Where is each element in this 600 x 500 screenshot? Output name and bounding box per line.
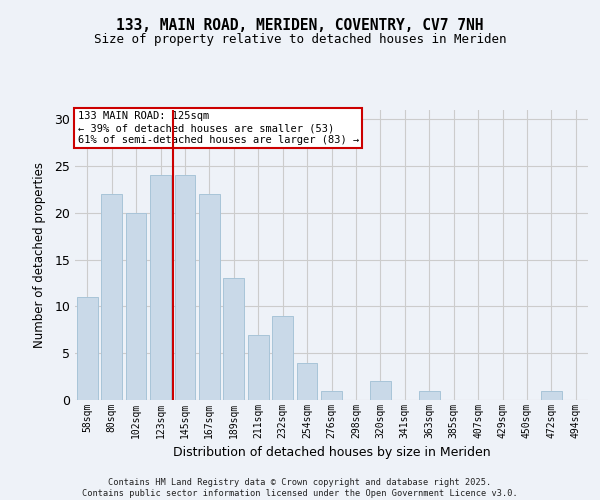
Bar — [77, 297, 98, 400]
Bar — [125, 213, 146, 400]
Y-axis label: Number of detached properties: Number of detached properties — [33, 162, 46, 348]
X-axis label: Distribution of detached houses by size in Meriden: Distribution of detached houses by size … — [173, 446, 490, 460]
Bar — [175, 176, 196, 400]
Bar — [296, 362, 317, 400]
Bar — [223, 278, 244, 400]
Text: 133 MAIN ROAD: 125sqm
← 39% of detached houses are smaller (53)
61% of semi-deta: 133 MAIN ROAD: 125sqm ← 39% of detached … — [77, 112, 359, 144]
Bar — [150, 176, 171, 400]
Text: 133, MAIN ROAD, MERIDEN, COVENTRY, CV7 7NH: 133, MAIN ROAD, MERIDEN, COVENTRY, CV7 7… — [116, 18, 484, 32]
Bar — [199, 194, 220, 400]
Bar — [370, 382, 391, 400]
Text: Size of property relative to detached houses in Meriden: Size of property relative to detached ho… — [94, 32, 506, 46]
Bar — [101, 194, 122, 400]
Bar — [321, 390, 342, 400]
Text: Contains HM Land Registry data © Crown copyright and database right 2025.
Contai: Contains HM Land Registry data © Crown c… — [82, 478, 518, 498]
Bar — [248, 334, 269, 400]
Bar — [541, 390, 562, 400]
Bar — [419, 390, 440, 400]
Bar — [272, 316, 293, 400]
